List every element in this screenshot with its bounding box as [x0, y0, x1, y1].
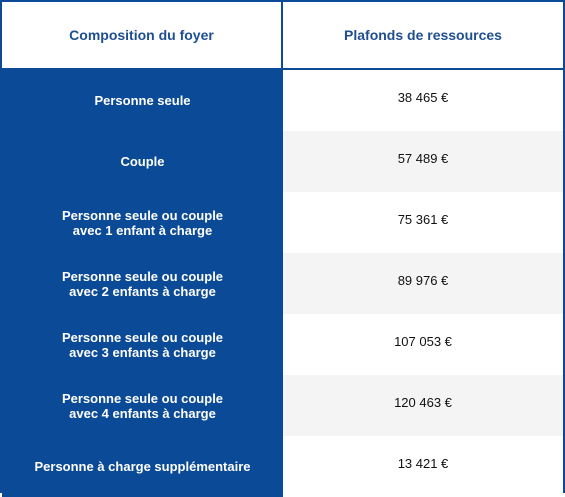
row-value: 89 976 € — [283, 253, 563, 314]
header-ceiling: Plafonds de ressources — [344, 27, 502, 43]
table-row: Couple 57 489 € — [2, 131, 563, 192]
row-label: Personne seule ou couple avec 3 enfants … — [2, 314, 283, 375]
row-value: 38 465 € — [283, 70, 563, 131]
row-value: 57 489 € — [283, 131, 563, 192]
table-row: Personne seule ou couple avec 1 enfant à… — [2, 192, 563, 253]
table-header-row: Composition du foyer Plafonds de ressour… — [2, 2, 563, 70]
row-label: Personne seule ou couple avec 1 enfant à… — [2, 192, 283, 253]
table-row: Personne seule 38 465 € — [2, 70, 563, 131]
row-label: Personne à charge supplémentaire — [2, 436, 283, 497]
table-row: Personne seule ou couple avec 2 enfants … — [2, 253, 563, 314]
table-row: Personne seule ou couple avec 4 enfants … — [2, 375, 563, 436]
row-label: Personne seule ou couple avec 2 enfants … — [2, 253, 283, 314]
row-value: 107 053 € — [283, 314, 563, 375]
row-label: Personne seule ou couple avec 4 enfants … — [2, 375, 283, 436]
row-label: Personne seule — [2, 70, 283, 131]
table-row: Personne seule ou couple avec 3 enfants … — [2, 314, 563, 375]
row-label: Couple — [2, 131, 283, 192]
row-value: 75 361 € — [283, 192, 563, 253]
row-value: 13 421 € — [283, 436, 563, 497]
header-composition: Composition du foyer — [2, 2, 283, 68]
row-value: 120 463 € — [283, 375, 563, 436]
table-row: Personne à charge supplémentaire 13 421 … — [2, 436, 563, 497]
